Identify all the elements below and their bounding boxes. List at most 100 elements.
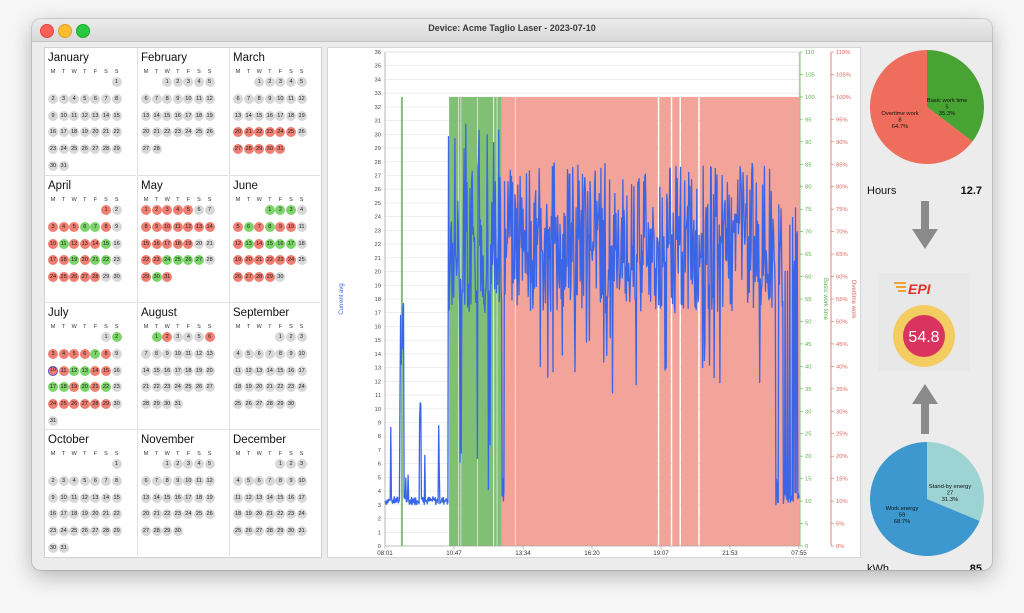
calendar-day[interactable]: 25 (172, 255, 183, 266)
calendar-day[interactable]: 25 (194, 509, 204, 520)
calendar-day[interactable]: 1 (111, 459, 122, 469)
calendar-day[interactable]: 7 (204, 205, 215, 215)
calendar-day[interactable]: 28 (141, 399, 151, 410)
calendar-day[interactable]: 7 (254, 221, 265, 232)
calendar-day[interactable]: 7 (90, 221, 101, 232)
calendar-day[interactable]: 8 (264, 221, 275, 232)
calendar-day[interactable]: 21 (90, 255, 101, 266)
calendar-day[interactable]: 29 (254, 144, 265, 155)
calendar-day[interactable]: 14 (90, 238, 101, 249)
calendar-day[interactable]: 28 (264, 399, 275, 410)
calendar-day[interactable]: 1 (275, 459, 286, 469)
calendar-day[interactable]: 22 (111, 127, 122, 138)
calendar-day[interactable]: 21 (243, 127, 254, 138)
calendar-day[interactable]: 23 (172, 127, 183, 138)
calendar-day[interactable]: 8 (254, 93, 265, 104)
calendar-day[interactable]: 18 (194, 492, 204, 503)
calendar-day[interactable]: 15 (275, 365, 286, 376)
calendar-day[interactable]: 28 (101, 144, 111, 155)
calendar-day[interactable]: 8 (162, 475, 173, 486)
calendar-day[interactable]: 10 (183, 475, 194, 486)
calendar-day[interactable]: 24 (286, 255, 296, 266)
calendar-day[interactable]: 19 (243, 509, 254, 520)
calendar-day[interactable]: 29 (162, 526, 173, 537)
calendar-day[interactable]: 1 (162, 459, 173, 469)
calendar-day[interactable]: 12 (69, 238, 80, 249)
calendar-day[interactable]: 15 (275, 492, 286, 503)
calendar-day[interactable]: 26 (183, 255, 194, 266)
calendar-day[interactable]: 15 (101, 365, 111, 376)
calendar-day[interactable]: 21 (151, 127, 162, 138)
calendar-day[interactable]: 3 (275, 77, 286, 87)
calendar-day[interactable]: 6 (233, 93, 243, 104)
calendar-day[interactable]: 17 (275, 110, 286, 121)
calendar-day[interactable]: 30 (286, 526, 296, 537)
calendar-day[interactable]: 14 (151, 110, 162, 121)
calendar-day[interactable]: 25 (286, 127, 296, 138)
calendar-day[interactable]: 3 (172, 332, 183, 342)
calendar-day[interactable]: 7 (151, 93, 162, 104)
calendar-day[interactable]: 19 (183, 238, 194, 249)
calendar-day[interactable]: 20 (141, 509, 151, 520)
calendar-day[interactable]: 15 (264, 238, 275, 249)
calendar-day[interactable]: 23 (111, 255, 122, 266)
calendar-day[interactable]: 14 (101, 492, 111, 503)
calendar-day[interactable]: 14 (254, 238, 265, 249)
calendar-day[interactable]: 26 (204, 509, 215, 520)
calendar-day[interactable]: 8 (151, 348, 162, 359)
calendar-day[interactable]: 8 (141, 221, 151, 232)
calendar-day[interactable]: 25 (69, 144, 80, 155)
calendar-day[interactable]: 9 (286, 475, 296, 486)
calendar-day[interactable]: 19 (204, 492, 215, 503)
calendar-day[interactable]: 3 (183, 77, 194, 87)
calendar-day[interactable]: 19 (79, 127, 90, 138)
calendar-day[interactable]: 13 (243, 238, 254, 249)
calendar-day[interactable]: 2 (48, 93, 58, 104)
calendar-day[interactable]: 18 (286, 110, 296, 121)
calendar-day[interactable]: 9 (48, 110, 58, 121)
calendar-day[interactable]: 12 (79, 110, 90, 121)
calendar-day[interactable]: 27 (90, 144, 101, 155)
calendar-day[interactable]: 24 (58, 144, 69, 155)
calendar-day[interactable]: 19 (194, 365, 204, 376)
calendar-day[interactable]: 28 (151, 144, 162, 155)
calendar-day[interactable]: 14 (90, 365, 101, 376)
calendar-day[interactable]: 24 (172, 382, 183, 393)
selected-day[interactable]: 10 (48, 365, 58, 376)
calendar-day[interactable]: 29 (111, 526, 122, 537)
calendar-day[interactable]: 22 (264, 255, 275, 266)
calendar-day[interactable]: 30 (286, 399, 296, 410)
calendar-day[interactable]: 23 (162, 382, 173, 393)
calendar-day[interactable]: 9 (111, 348, 122, 359)
calendar-day[interactable]: 5 (183, 205, 194, 215)
calendar-day[interactable]: 28 (243, 144, 254, 155)
calendar-day[interactable]: 20 (233, 127, 243, 138)
calendar-day[interactable]: 27 (90, 526, 101, 537)
calendar-day[interactable]: 25 (69, 526, 80, 537)
calendar-day[interactable]: 30 (48, 543, 58, 553)
calendar-day[interactable]: 10 (48, 238, 58, 249)
calendar-day[interactable]: 7 (90, 348, 101, 359)
calendar-day[interactable]: 26 (79, 144, 90, 155)
calendar-day[interactable]: 29 (111, 144, 122, 155)
calendar-day[interactable]: 2 (172, 77, 183, 87)
calendar-day[interactable]: 28 (204, 255, 215, 266)
calendar-day[interactable]: 31 (162, 272, 173, 283)
calendar-day[interactable]: 20 (79, 255, 90, 266)
calendar-day[interactable]: 16 (264, 110, 275, 121)
calendar-day[interactable]: 4 (194, 77, 204, 87)
calendar-day[interactable]: 8 (111, 475, 122, 486)
calendar-day[interactable]: 23 (264, 127, 275, 138)
calendar-day[interactable]: 21 (151, 509, 162, 520)
calendar-day[interactable]: 16 (172, 492, 183, 503)
calendar-day[interactable]: 18 (69, 509, 80, 520)
calendar-day[interactable]: 24 (183, 127, 194, 138)
calendar-day[interactable]: 12 (233, 238, 243, 249)
calendar-day[interactable]: 20 (90, 127, 101, 138)
calendar-day[interactable]: 11 (58, 365, 69, 376)
calendar-day[interactable]: 18 (233, 382, 243, 393)
calendar-day[interactable]: 16 (162, 365, 173, 376)
calendar-day[interactable]: 29 (101, 272, 111, 283)
calendar-day[interactable]: 16 (172, 110, 183, 121)
calendar-day[interactable]: 13 (233, 110, 243, 121)
